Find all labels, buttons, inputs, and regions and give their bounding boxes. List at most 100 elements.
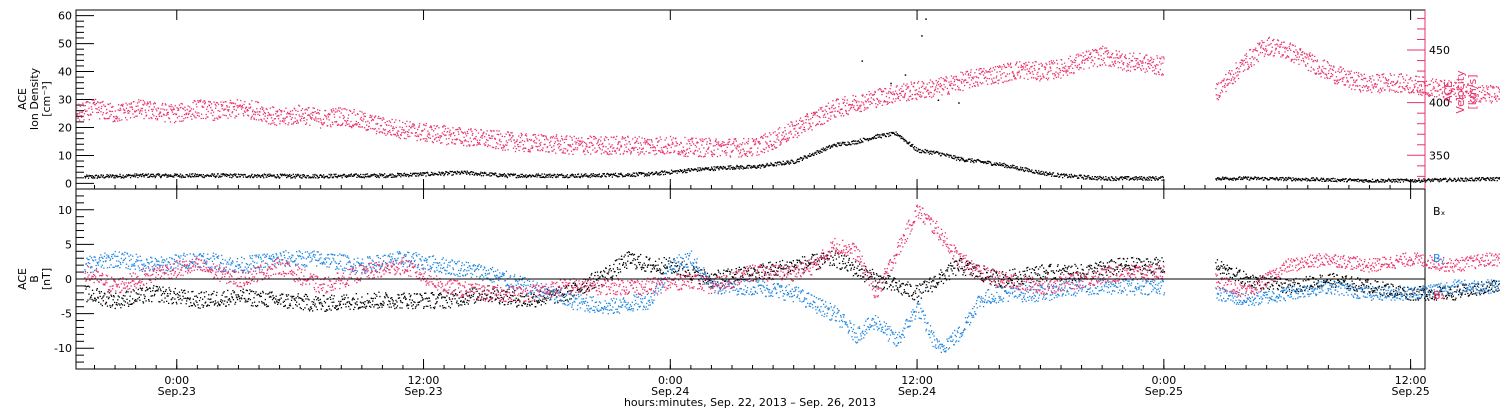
density-series-point (498, 173, 501, 175)
velocity-series-point (96, 111, 98, 114)
velocity-series-point (252, 113, 255, 115)
velocity-series-point (854, 100, 856, 102)
velocity-series-point (264, 112, 266, 114)
velocity-series-point (954, 79, 956, 81)
velocity-series-point (487, 139, 489, 142)
density-series-point (1348, 179, 1350, 181)
density-series-point (584, 175, 586, 177)
velocity-series-point (963, 79, 965, 82)
density-series-point (524, 176, 526, 178)
velocity-series-point (267, 111, 269, 114)
density-series-point (1015, 166, 1017, 168)
velocity-series-point (979, 67, 981, 70)
velocity-series-point (135, 105, 137, 107)
density-series-point (1222, 176, 1224, 178)
density-series-point (1276, 178, 1279, 180)
density-series-point (643, 175, 646, 177)
density-series-point (517, 175, 519, 177)
velocity-series-point (988, 71, 990, 73)
velocity-series-point (1024, 69, 1026, 71)
density-series-point (133, 175, 135, 177)
velocity-series-point (691, 138, 693, 141)
density-series-point (952, 155, 955, 157)
velocity-series-point (945, 76, 947, 78)
density-series-point (371, 175, 373, 177)
density-series-point (114, 177, 116, 179)
density-series-point (802, 157, 805, 159)
velocity-series-point (376, 130, 378, 132)
density-series-point (984, 161, 987, 163)
density-series-point (697, 167, 699, 169)
velocity-series-point (671, 139, 673, 141)
density-series-point (96, 177, 98, 179)
density-series-point (1318, 180, 1321, 182)
velocity-series-point (405, 138, 407, 140)
velocity-series-point (333, 110, 335, 112)
density-series-point (997, 163, 999, 165)
density-series-point (1042, 173, 1044, 175)
density-series-point (881, 133, 884, 135)
density-series-point (340, 174, 342, 176)
velocity-series-point (900, 88, 902, 90)
velocity-series-point (971, 85, 974, 88)
density-series-point (840, 144, 842, 146)
velocity-series-point (480, 129, 482, 131)
density-series-point (1155, 176, 1157, 178)
velocity-series-point (273, 118, 276, 120)
velocity-series-point (933, 93, 935, 95)
velocity-series-point (647, 142, 649, 145)
density-series-point (875, 134, 877, 136)
density-series-point (382, 174, 385, 176)
velocity-series-point (331, 111, 333, 113)
density-series-point (509, 175, 511, 177)
velocity-series-point (848, 104, 850, 106)
density-series-point (192, 173, 194, 175)
density-series-point (721, 167, 723, 169)
velocity-series-point (505, 140, 508, 142)
velocity-series-point (190, 108, 192, 110)
velocity-series-point (891, 93, 893, 95)
density-series-point (1475, 180, 1477, 182)
density-series-point (1487, 177, 1489, 179)
density-series-point (823, 149, 825, 152)
density-series-point (1105, 178, 1108, 180)
density-series-point (221, 173, 224, 175)
velocity-series-point (1027, 78, 1029, 80)
velocity-series-point (138, 101, 140, 103)
velocity-series-point (473, 144, 475, 146)
density-series-point (1452, 179, 1455, 182)
velocity-series-point (968, 73, 970, 75)
velocity-series-point (826, 105, 828, 107)
density-series-point (1325, 179, 1327, 181)
velocity-series-point (300, 120, 302, 122)
velocity-series-point (447, 131, 449, 133)
velocity-series-point (950, 75, 953, 77)
velocity-series-point (670, 151, 672, 154)
velocity-series-point (823, 114, 825, 116)
density-series-point (659, 171, 662, 173)
velocity-series-point (696, 141, 698, 143)
velocity-series-point (565, 148, 567, 150)
velocity-series-point (917, 80, 920, 83)
density-series-point (661, 170, 663, 172)
velocity-series-point (453, 131, 455, 134)
density-series-point (766, 162, 768, 165)
density-series-point (234, 173, 236, 175)
velocity-series-point (517, 143, 519, 146)
velocity-series-point (964, 73, 967, 75)
velocity-series-point (177, 108, 179, 110)
velocity-series-point (217, 103, 220, 105)
velocity-series-point (215, 105, 217, 107)
velocity-series-point (928, 82, 930, 84)
velocity-series-point (665, 137, 668, 139)
density-series-point (199, 174, 201, 176)
density-series-point (245, 176, 247, 178)
density-series-point (1028, 168, 1030, 171)
density-series-point (733, 167, 736, 169)
velocity-series-point (178, 115, 180, 117)
velocity-series-point (764, 133, 766, 135)
velocity-series-point (370, 120, 373, 122)
velocity-series-point (971, 76, 973, 78)
velocity-series-point (500, 133, 502, 135)
